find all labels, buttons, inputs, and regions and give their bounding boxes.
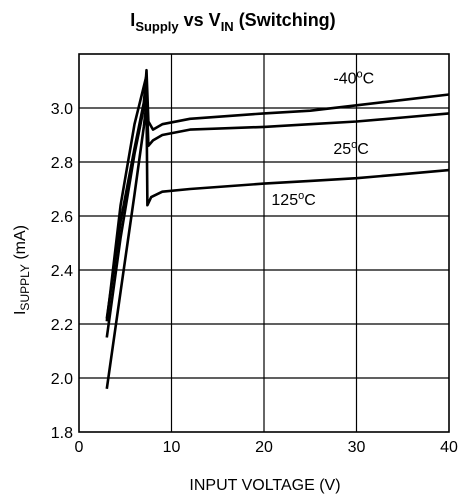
title-mid-sub: IN xyxy=(221,19,234,34)
series-label-2: 25oC xyxy=(333,139,368,158)
y-tick-label: 2.6 xyxy=(51,209,73,226)
title-mid: vs V xyxy=(179,10,221,30)
y-tick-label: 2.8 xyxy=(51,155,73,172)
y-axis-label-main: I xyxy=(12,311,29,315)
x-tick-label: 0 xyxy=(75,439,84,456)
title-main-sub: Supply xyxy=(135,19,179,34)
reversal-curve-line xyxy=(105,75,148,322)
chart-title: ISupply vs VIN (Switching) xyxy=(130,10,335,34)
series-label-value: 125 xyxy=(271,192,298,209)
degree-mark: o xyxy=(351,139,357,151)
series-label-1: -40oC xyxy=(333,69,374,88)
degree-mark: o xyxy=(357,69,363,81)
grid-lines xyxy=(79,54,449,432)
x-tick-label: 10 xyxy=(163,439,181,456)
title-tail: (Switching) xyxy=(234,10,336,30)
series-label-unit: C xyxy=(363,71,375,88)
series-line-2 xyxy=(105,90,450,338)
y-tick-label: 2.2 xyxy=(51,317,73,334)
series-label-unit: C xyxy=(357,141,369,158)
series-label-3: 125oC xyxy=(271,190,315,209)
y-axis-label-unit: (mA) xyxy=(12,225,29,264)
title-main: I xyxy=(130,10,135,30)
y-axis-label: ISUPPLY (mA) xyxy=(12,225,32,315)
series-label-value: 25 xyxy=(333,141,351,158)
y-tick-label: 3.0 xyxy=(51,101,73,118)
x-tick-label: 40 xyxy=(440,439,458,456)
y-tick-label: 2.0 xyxy=(51,371,73,388)
x-tick-label: 30 xyxy=(348,439,366,456)
x-axis-label: INPUT VOLTAGE (V) xyxy=(189,477,340,494)
series-label-value: -40 xyxy=(333,71,356,88)
y-tick-label: 1.8 xyxy=(51,425,73,442)
y-axis-label-sub: SUPPLY xyxy=(18,264,32,310)
plot-frame xyxy=(78,53,450,433)
series-group xyxy=(105,68,450,389)
series-line-3 xyxy=(105,101,450,389)
tick-labels: 0 10 20 30 40 1.8 2.0 2.2 2.4 2.6 2.8 3.0 xyxy=(51,101,458,456)
y-tick-label: 2.4 xyxy=(51,263,73,280)
x-tick-label: 20 xyxy=(255,439,273,456)
series-label-unit: C xyxy=(304,192,316,209)
degree-mark: o xyxy=(298,190,304,202)
